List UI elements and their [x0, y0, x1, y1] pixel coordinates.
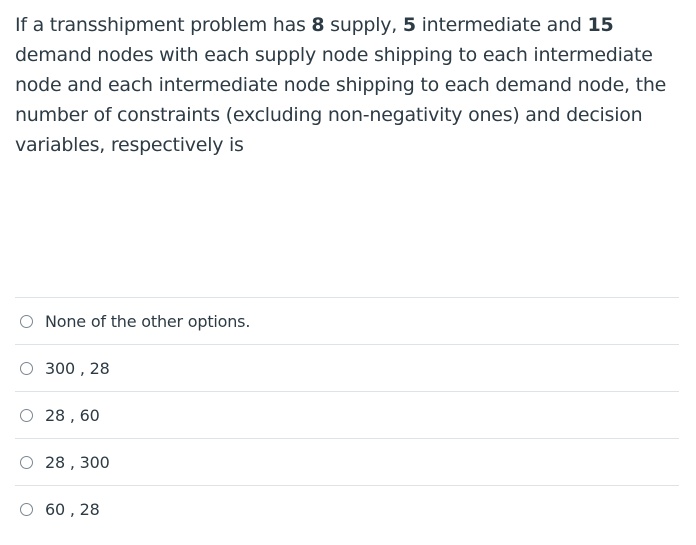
question-part-2: supply, — [324, 14, 403, 36]
radio-button[interactable] — [20, 361, 33, 375]
demand-count: 15 — [587, 14, 614, 36]
answer-label: 28 , 300 — [45, 452, 110, 472]
answer-label: 60 , 28 — [45, 499, 100, 519]
answer-list: None of the other options. 300 , 28 28 ,… — [15, 297, 679, 532]
supply-count: 8 — [311, 14, 325, 36]
answer-label: 300 , 28 — [45, 358, 110, 378]
answer-option[interactable]: None of the other options. — [15, 298, 679, 345]
question-part-3: intermediate and — [415, 14, 588, 36]
answer-option[interactable]: 60 , 28 — [15, 486, 679, 532]
answer-option[interactable]: 300 , 28 — [15, 345, 679, 392]
radio-button[interactable] — [20, 408, 33, 422]
answer-label: 28 , 60 — [45, 405, 100, 425]
question-text: If a transshipment problem has 8 supply,… — [15, 10, 685, 160]
question-part-1: If a transshipment problem has — [15, 14, 312, 36]
question-part-4: demand nodes with each supply node shipp… — [15, 44, 667, 156]
intermediate-count: 5 — [402, 14, 416, 36]
answer-option[interactable]: 28 , 60 — [15, 392, 679, 439]
radio-button[interactable] — [20, 314, 33, 328]
radio-button[interactable] — [20, 502, 33, 516]
answer-option[interactable]: 28 , 300 — [15, 439, 679, 486]
radio-button[interactable] — [20, 455, 33, 469]
answer-label: None of the other options. — [45, 311, 251, 331]
